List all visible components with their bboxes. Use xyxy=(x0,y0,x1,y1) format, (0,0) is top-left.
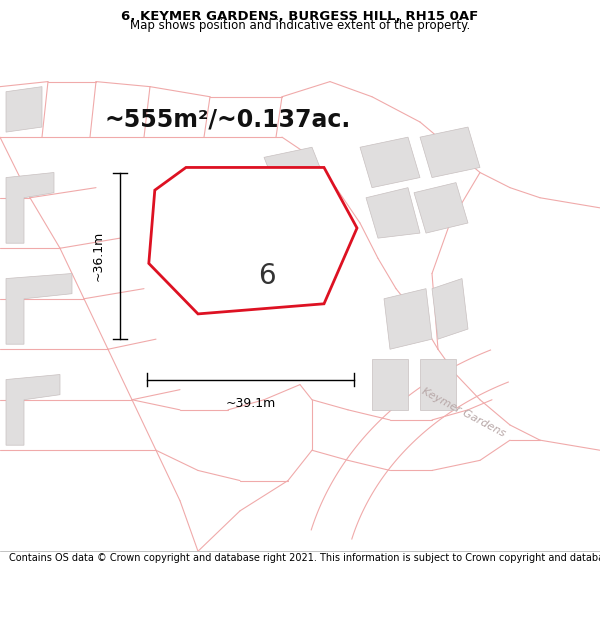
Text: ~555m²/~0.137ac.: ~555m²/~0.137ac. xyxy=(105,107,351,131)
Polygon shape xyxy=(432,279,468,339)
Text: ~36.1m: ~36.1m xyxy=(92,231,105,281)
Polygon shape xyxy=(6,274,72,344)
Polygon shape xyxy=(366,188,420,238)
Polygon shape xyxy=(420,127,480,178)
Polygon shape xyxy=(414,182,468,233)
Polygon shape xyxy=(6,87,42,132)
Text: Contains OS data © Crown copyright and database right 2021. This information is : Contains OS data © Crown copyright and d… xyxy=(9,554,600,564)
Text: 6, KEYMER GARDENS, BURGESS HILL, RH15 0AF: 6, KEYMER GARDENS, BURGESS HILL, RH15 0A… xyxy=(121,10,479,23)
Polygon shape xyxy=(240,258,300,309)
Text: ~39.1m: ~39.1m xyxy=(226,398,275,410)
Polygon shape xyxy=(372,359,408,410)
Polygon shape xyxy=(264,148,324,188)
Polygon shape xyxy=(240,188,312,248)
Polygon shape xyxy=(360,137,420,188)
Polygon shape xyxy=(6,173,54,243)
Text: Keymer Gardens: Keymer Gardens xyxy=(420,386,507,439)
Polygon shape xyxy=(384,289,432,349)
Polygon shape xyxy=(420,359,456,410)
Polygon shape xyxy=(149,168,357,314)
Polygon shape xyxy=(6,374,60,445)
Text: 6: 6 xyxy=(258,262,276,290)
Text: Map shows position and indicative extent of the property.: Map shows position and indicative extent… xyxy=(130,19,470,32)
